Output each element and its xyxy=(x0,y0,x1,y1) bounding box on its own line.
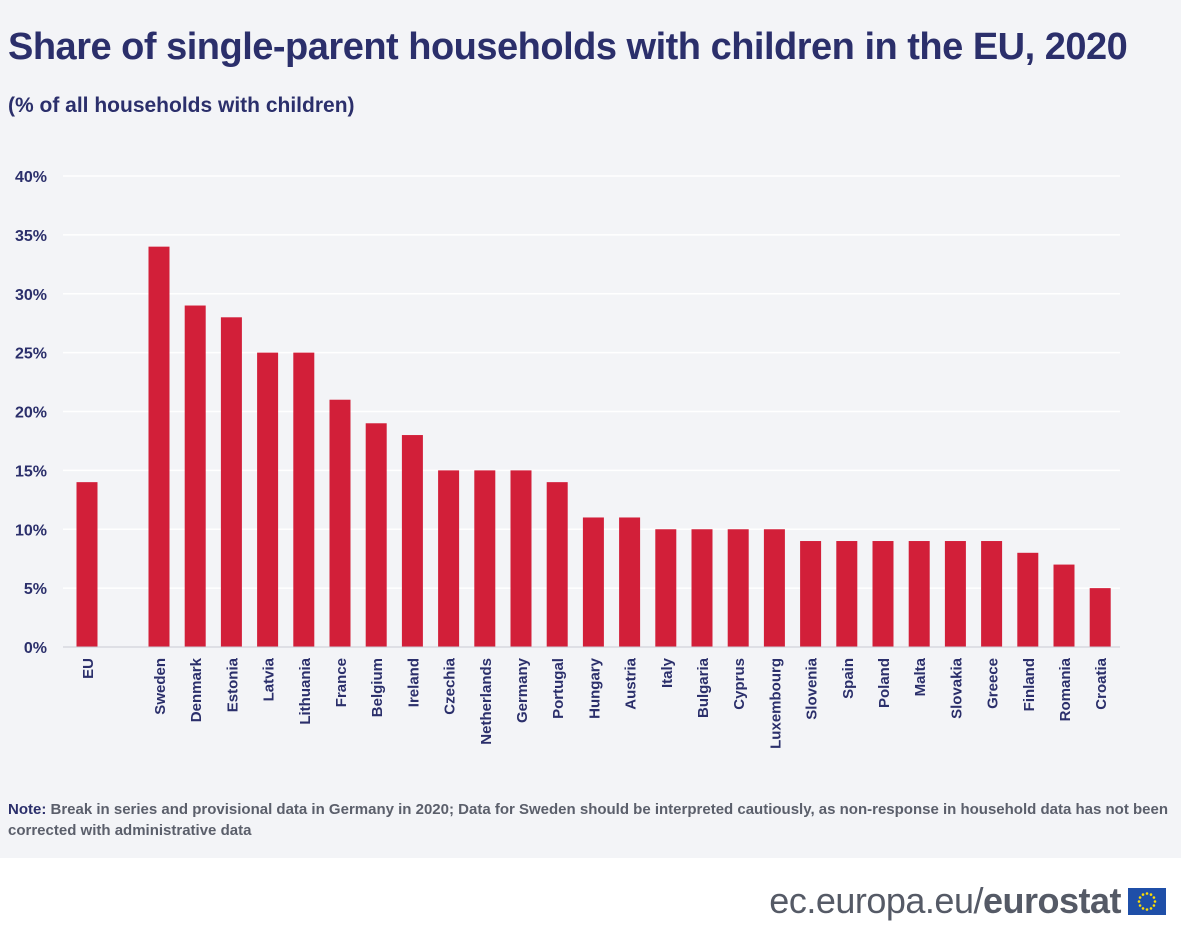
x-tick-label: Romania xyxy=(1057,657,1074,721)
bar-denmark xyxy=(184,305,206,647)
source-link[interactable]: ec.europa.eu/eurostat xyxy=(769,880,1121,922)
bar-greece xyxy=(981,541,1003,647)
x-tick-label: EU xyxy=(80,658,97,679)
eu-flag-icon xyxy=(1128,888,1166,915)
x-tick-label: Bulgaria xyxy=(695,657,712,718)
x-axis-tick-labels: EU Sweden Denmark Estonia Latvia Lithuania Fra… xyxy=(80,657,1110,749)
bar-germany xyxy=(510,470,532,647)
bar-italy xyxy=(655,529,677,647)
x-tick-label: Malta xyxy=(912,657,929,696)
bar-croatia xyxy=(1089,588,1111,647)
source-brand: eurostat xyxy=(982,880,1122,921)
x-tick-label: Spain xyxy=(840,658,857,699)
bar-latvia xyxy=(257,352,279,647)
chart-subtitle: (% of all households with children) xyxy=(8,94,355,117)
x-tick-label: Netherlands xyxy=(478,658,495,745)
bar-poland xyxy=(872,541,894,647)
bar-sweden xyxy=(148,246,170,647)
bar-hungary xyxy=(582,517,604,647)
y-tick-label: 30% xyxy=(15,287,47,304)
x-tick-label: Germany xyxy=(514,657,531,723)
bar-romania xyxy=(1053,564,1075,647)
x-tick-label: Czechia xyxy=(442,657,459,714)
y-tick-label: 5% xyxy=(24,581,47,598)
x-tick-label: Portugal xyxy=(550,658,567,719)
bar-netherlands xyxy=(474,470,496,647)
bars xyxy=(76,246,1111,647)
bar-chart: 0% 5% 10% 15% 20% 25% 30% 35% 40% EU Sweden Denmar… xyxy=(15,169,1120,749)
footnote: Note: Break in series and provisional da… xyxy=(8,799,1173,841)
x-tick-label: Poland xyxy=(876,658,893,708)
y-tick-label: 20% xyxy=(15,405,47,422)
bar-lithuania xyxy=(293,352,315,647)
y-tick-label: 15% xyxy=(15,463,47,480)
bar-slovenia xyxy=(800,541,822,647)
x-tick-label: Italy xyxy=(659,657,676,688)
source-domain: ec.europa.eu/ xyxy=(769,880,983,921)
x-tick-label: Hungary xyxy=(586,657,603,719)
x-tick-label: Belgium xyxy=(369,658,386,717)
x-tick-label: France xyxy=(333,658,350,707)
x-tick-label: Greece xyxy=(985,658,1002,709)
x-tick-label: Ireland xyxy=(405,658,422,707)
y-axis-tick-labels: 0% 5% 10% 15% 20% 25% 30% 35% 40% xyxy=(15,169,47,657)
bar-portugal xyxy=(546,482,568,647)
footnote-text: Break in series and provisional data in … xyxy=(8,801,1168,839)
bar-france xyxy=(329,399,351,647)
bar-bulgaria xyxy=(691,529,713,647)
chart-title: Share of single-parent households with c… xyxy=(8,26,1128,68)
x-tick-label: Lithuania xyxy=(297,657,314,724)
y-tick-label: 0% xyxy=(24,640,47,657)
bar-eu xyxy=(76,482,98,647)
x-tick-label: Estonia xyxy=(224,657,241,712)
x-tick-label: Latvia xyxy=(261,657,278,701)
bar-luxembourg xyxy=(763,529,785,647)
bar-cyprus xyxy=(727,529,749,647)
bar-spain xyxy=(836,541,858,647)
y-tick-label: 35% xyxy=(15,228,47,245)
x-tick-label: Slovakia xyxy=(948,657,965,719)
x-tick-label: Luxembourg xyxy=(767,658,784,749)
x-tick-label: Finland xyxy=(1021,658,1038,711)
x-tick-label: Croatia xyxy=(1093,657,1110,709)
y-tick-label: 25% xyxy=(15,346,47,363)
bar-ireland xyxy=(401,435,423,647)
bar-estonia xyxy=(220,317,242,647)
bar-malta xyxy=(908,541,930,647)
bar-czechia xyxy=(438,470,460,647)
bar-austria xyxy=(619,517,641,647)
x-tick-label: Cyprus xyxy=(731,658,748,710)
x-tick-label: Denmark xyxy=(188,657,205,722)
x-tick-label: Austria xyxy=(623,657,640,709)
footnote-label: Note: xyxy=(8,801,47,818)
bar-finland xyxy=(1017,552,1039,647)
bar-slovakia xyxy=(944,541,966,647)
bar-belgium xyxy=(365,423,387,647)
y-tick-label: 10% xyxy=(15,522,47,539)
x-tick-label: Sweden xyxy=(152,658,169,715)
x-tick-label: Slovenia xyxy=(804,657,821,719)
y-tick-label: 40% xyxy=(15,169,47,186)
chart-panel: Share of single-parent households with c… xyxy=(0,0,1181,858)
